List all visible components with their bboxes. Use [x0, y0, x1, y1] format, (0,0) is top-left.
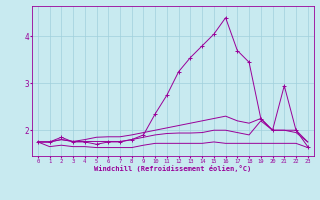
X-axis label: Windchill (Refroidissement éolien,°C): Windchill (Refroidissement éolien,°C) — [94, 165, 252, 172]
